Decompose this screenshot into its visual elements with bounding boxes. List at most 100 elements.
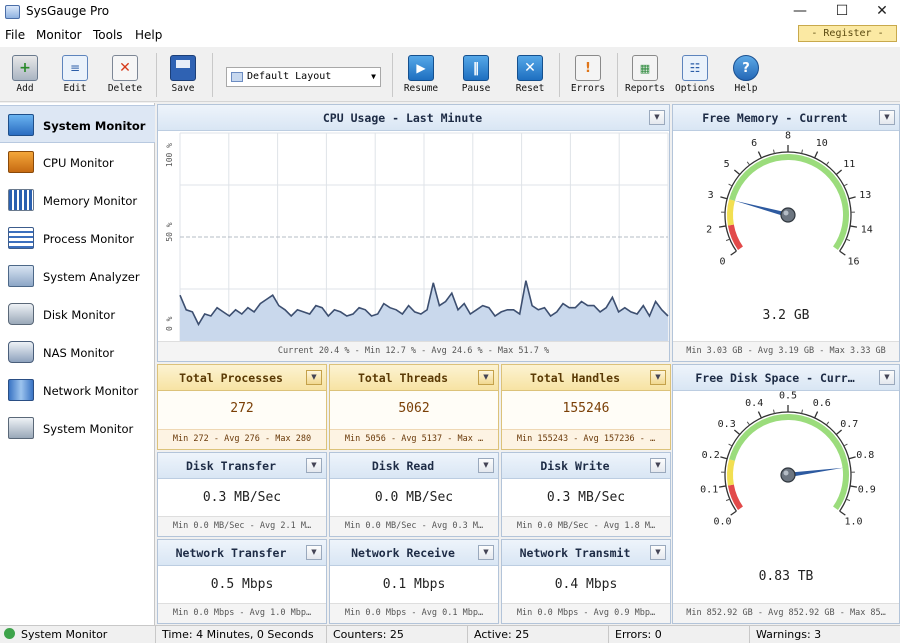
cpu-stats: Current 20.4 % - Min 12.7 % - Avg 24.6 %…: [158, 341, 669, 361]
gauge-tick: [734, 430, 739, 434]
gauge-label: 0.5: [779, 391, 797, 402]
gauge-label: 0.8: [856, 450, 874, 461]
chevron-down-icon[interactable]: ▼: [306, 458, 322, 473]
gauge-label: 0.9: [858, 484, 876, 495]
gauge-tick: [849, 457, 856, 459]
status-warnings: Warnings: 3: [750, 626, 900, 643]
status-time: Time: 4 Minutes, 0 Seconds: [156, 626, 327, 643]
system-monitor-icon: [8, 114, 34, 136]
disk-write-stats: Min 0.0 MB/Sec - Avg 1.8 M…: [502, 516, 670, 536]
sidebar-item-memory-monitor[interactable]: Memory Monitor: [0, 181, 155, 219]
add-button[interactable]: + Add: [1, 49, 49, 99]
chevron-down-icon: ▼: [371, 68, 376, 86]
gauge-band-green: [732, 157, 846, 248]
gauge-tick: [720, 457, 727, 459]
gauge-tick: [758, 152, 761, 158]
toolbar-separator: [392, 53, 393, 97]
disk-transfer-stats: Min 0.0 MB/Sec - Avg 2.1 M…: [158, 516, 326, 536]
network-receive-stats: Min 0.0 Mbps - Avg 0.1 Mbp…: [330, 603, 498, 623]
free-disk-title: Free Disk Space - Curr…: [673, 365, 899, 391]
chevron-down-icon[interactable]: ▼: [306, 545, 322, 560]
delete-button[interactable]: ✕ Delete: [101, 49, 149, 99]
gauge-tick: [840, 511, 846, 515]
minimize-button[interactable]: —: [778, 0, 822, 24]
options-button[interactable]: ☷ Options: [671, 49, 719, 99]
chevron-down-icon[interactable]: ▼: [478, 458, 494, 473]
disk-write-panel: Disk Write▼ 0.3 MB/Sec Min 0.0 MB/Sec - Av…: [501, 452, 671, 537]
gauge-minor-tick: [729, 444, 733, 446]
gauge-tick: [840, 251, 846, 255]
disk-write-title: Disk Write: [502, 453, 670, 479]
reports-icon: ▦: [632, 55, 658, 81]
network-transfer-stats: Min 0.0 Mbps - Avg 1.0 Mbp…: [158, 603, 326, 623]
chevron-down-icon[interactable]: ▼: [649, 110, 665, 125]
menu-bar: File Monitor Tools Help: [0, 25, 900, 47]
errors-button[interactable]: ! Errors: [564, 49, 612, 99]
gauge-hub: [781, 468, 795, 482]
gauge-tick: [734, 170, 739, 174]
chevron-down-icon[interactable]: ▼: [879, 370, 895, 385]
gauge-tick: [836, 170, 841, 174]
y-tick-100: 100 %: [165, 143, 174, 167]
disk-write-value: 0.3 MB/Sec: [502, 490, 670, 505]
app-icon: [5, 5, 20, 19]
gauge-tick: [850, 486, 857, 487]
help-button[interactable]: ? Help: [722, 49, 770, 99]
menu-help[interactable]: Help: [135, 28, 162, 42]
total-processes-stats: Min 272 - Avg 276 - Max 280: [158, 429, 326, 449]
chevron-down-icon[interactable]: ▼: [306, 370, 322, 385]
memory-icon: [8, 189, 34, 211]
sidebar-item-cpu-monitor[interactable]: CPU Monitor: [0, 143, 155, 181]
menu-file[interactable]: File: [5, 28, 25, 42]
chevron-down-icon[interactable]: ▼: [650, 545, 666, 560]
register-button[interactable]: - Register -: [798, 25, 897, 42]
layout-select[interactable]: Default Layout ▼: [226, 67, 381, 87]
analyzer-icon: [8, 265, 34, 287]
chevron-down-icon[interactable]: ▼: [650, 458, 666, 473]
maximize-button[interactable]: ☐: [820, 0, 864, 24]
chevron-down-icon[interactable]: ▼: [650, 370, 666, 385]
sidebar-item-process-monitor[interactable]: Process Monitor: [0, 219, 155, 257]
status-active: Active: 25: [468, 626, 609, 643]
edit-icon: ≡: [62, 55, 88, 81]
gauge-outer-arc: [725, 412, 851, 511]
gauge-label: 8: [785, 131, 791, 142]
cpu-icon: [8, 151, 34, 173]
reset-button[interactable]: ✕ Reset: [506, 49, 554, 99]
chevron-down-icon[interactable]: ▼: [478, 545, 494, 560]
disk-read-title: Disk Read: [330, 453, 498, 479]
sidebar-item-system-monitor-2[interactable]: System Monitor: [0, 409, 155, 447]
disk-transfer-title: Disk Transfer: [158, 453, 326, 479]
gauge-minor-tick: [844, 444, 848, 446]
sidebar-item-nas-monitor[interactable]: NAS Monitor: [0, 333, 155, 371]
save-button[interactable]: Save: [159, 49, 207, 99]
sidebar-item-system-monitor[interactable]: System Monitor: [0, 105, 155, 143]
resume-button[interactable]: ▶ Resume: [397, 49, 445, 99]
edit-button[interactable]: ≡ Edit: [51, 49, 99, 99]
y-tick-0: 0 %: [165, 316, 174, 331]
sidebar-item-network-monitor[interactable]: Network Monitor: [0, 371, 155, 409]
gauge-label: 0.1: [700, 484, 718, 495]
chevron-down-icon[interactable]: ▼: [879, 110, 895, 125]
gauge-minor-tick: [826, 422, 828, 425]
gauge-outer-arc: [725, 152, 851, 251]
gauge-minor-tick: [726, 499, 730, 501]
pause-button[interactable]: ‖ Pause: [452, 49, 500, 99]
total-handles-value: 155246: [502, 401, 670, 416]
nas-icon: [8, 341, 34, 363]
gauge-label: 0.6: [813, 398, 831, 409]
gauge-label: 16: [847, 256, 859, 267]
gauge-label: 0.7: [840, 419, 858, 430]
sidebar-item-disk-monitor[interactable]: Disk Monitor: [0, 295, 155, 333]
gauge-label: 2: [706, 224, 712, 235]
chevron-down-icon[interactable]: ▼: [478, 370, 494, 385]
gauge-label: 13: [859, 190, 871, 201]
reports-button[interactable]: ▦ Reports: [621, 49, 669, 99]
sidebar-item-system-analyzer[interactable]: System Analyzer: [0, 257, 155, 295]
menu-monitor[interactable]: Monitor: [36, 28, 82, 42]
menu-tools[interactable]: Tools: [93, 28, 123, 42]
close-button[interactable]: ✕: [860, 0, 900, 24]
disk-read-value: 0.0 MB/Sec: [330, 490, 498, 505]
